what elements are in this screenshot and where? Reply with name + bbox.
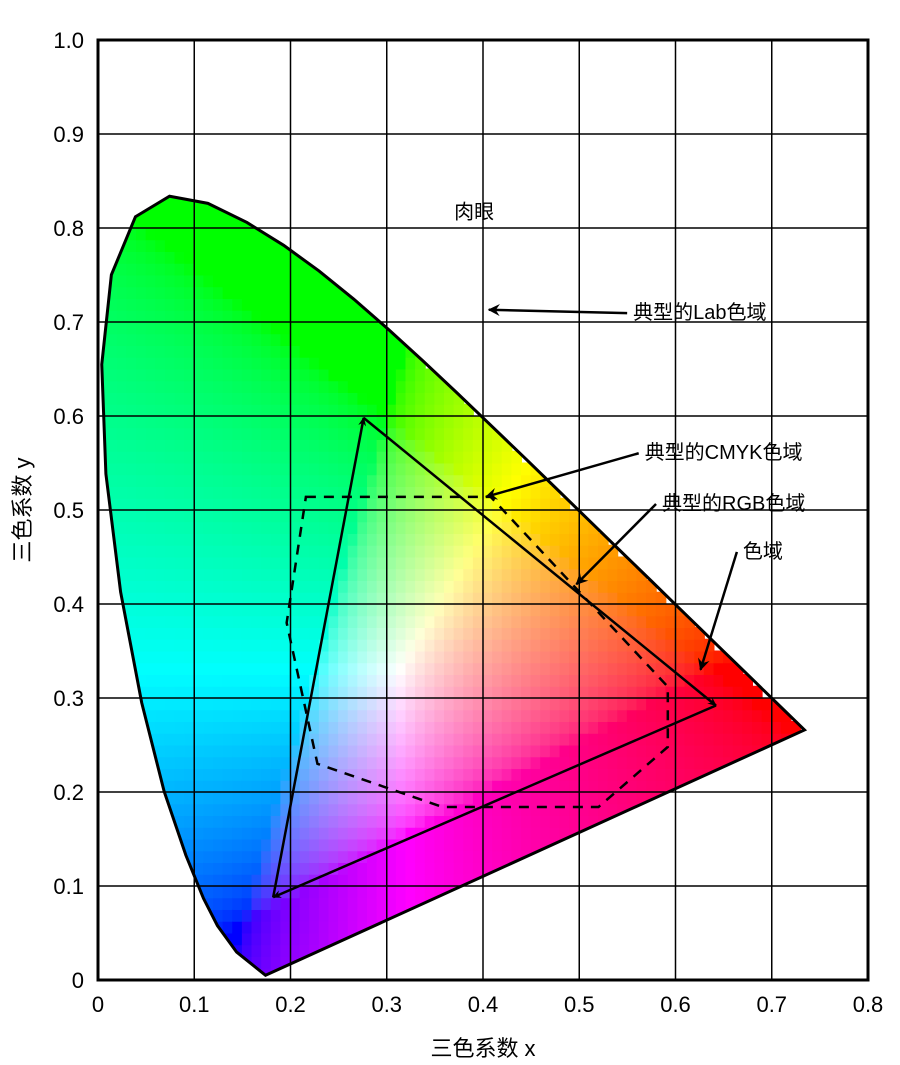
y-axis-label: 三色系数 y (10, 457, 35, 562)
x-tick-label: 0.8 (853, 992, 884, 1017)
y-tick-label: 0.1 (53, 874, 84, 899)
y-tick-label: 0.5 (53, 498, 84, 523)
y-tick-label: 0.7 (53, 310, 84, 335)
y-tick-label: 0.6 (53, 404, 84, 429)
x-tick-label: 0.6 (660, 992, 691, 1017)
annotation-rgb: 典型的RGB色域 (662, 492, 805, 515)
y-tick-label: 0.3 (53, 686, 84, 711)
y-tick-label: 0.4 (53, 592, 84, 617)
annotation-gamut: 色域 (743, 540, 783, 563)
x-tick-label: 0.3 (371, 992, 402, 1017)
annotation-eye: 肉眼 (454, 201, 494, 224)
y-tick-label: 0.2 (53, 780, 84, 805)
annotation-arrow-lab (489, 310, 627, 313)
x-tick-label: 0.5 (564, 992, 595, 1017)
x-axis-label: 三色系数 x (430, 1036, 535, 1061)
chromaticity-chart: 0 0.1 0.2 0.3 0.4 0.5 0.6 0.7 0.8 0 0.1 0.2 0.3 0.4 0.… (0, 0, 900, 1065)
x-tick-label: 0.1 (179, 992, 210, 1017)
x-tick-label: 0.7 (756, 992, 787, 1017)
x-tick-label: 0 (92, 992, 104, 1017)
y-tick-label: 0.9 (53, 122, 84, 147)
annotation-lab: 典型的Lab色域 (633, 301, 766, 324)
x-tick-label: 0.4 (468, 992, 499, 1017)
annotation-cmyk: 典型的CMYK色域 (645, 441, 803, 464)
y-tick-label: 1.0 (53, 28, 84, 53)
y-tick-label: 0.8 (53, 216, 84, 241)
x-tick-label: 0.2 (275, 992, 306, 1017)
y-tick-label: 0 (72, 968, 84, 993)
